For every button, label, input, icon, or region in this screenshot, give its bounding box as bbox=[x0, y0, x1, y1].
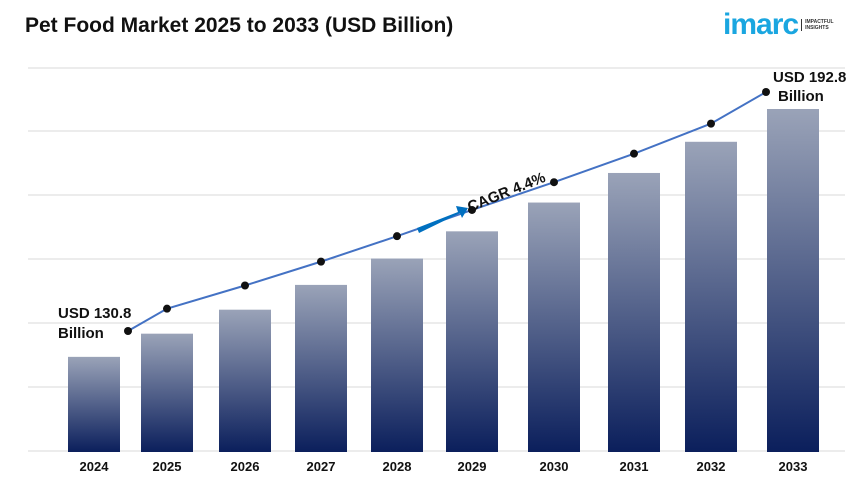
trend-point bbox=[124, 327, 132, 335]
x-tick-label: 2024 bbox=[80, 459, 110, 474]
bar-2026 bbox=[219, 309, 271, 452]
trend-point bbox=[550, 178, 558, 187]
bar-2028 bbox=[371, 258, 423, 452]
bar-2032 bbox=[685, 141, 737, 452]
trend-point bbox=[163, 304, 171, 313]
x-tick-label: 2029 bbox=[458, 459, 487, 474]
bar-2027 bbox=[295, 284, 347, 452]
end-annotation-line2: Billion bbox=[778, 88, 824, 105]
x-tick-label: 2030 bbox=[540, 459, 569, 474]
logo-word: imarc bbox=[723, 8, 799, 41]
x-tick-label: 2027 bbox=[307, 459, 336, 474]
imarc-logo: imarc IMPACTFUL INSIGHTS bbox=[723, 8, 841, 42]
bar-2025 bbox=[141, 333, 193, 452]
trend-point bbox=[393, 232, 401, 241]
trend-point bbox=[241, 281, 249, 290]
end-annotation-line1: USD 192.8 bbox=[773, 69, 846, 86]
logo-tagline: IMPACTFUL INSIGHTS bbox=[801, 19, 841, 31]
x-tick-label: 2031 bbox=[620, 459, 649, 474]
trend-point bbox=[630, 149, 638, 158]
x-tick-label: 2026 bbox=[231, 459, 260, 474]
trend-point bbox=[707, 119, 715, 128]
bar-2030 bbox=[528, 202, 580, 452]
bar-2031 bbox=[608, 172, 660, 452]
start-annotation-line2: Billion bbox=[58, 325, 104, 342]
x-tick-label: 2025 bbox=[153, 459, 182, 474]
bar-2029 bbox=[446, 231, 498, 452]
trend-point bbox=[468, 205, 476, 214]
trend-point bbox=[317, 257, 325, 266]
bar-2033 bbox=[767, 109, 819, 452]
start-annotation-line1: USD 130.8 bbox=[58, 305, 131, 322]
trend-point bbox=[762, 88, 770, 96]
x-tick-label: 2032 bbox=[697, 459, 726, 474]
chart-title: Pet Food Market 2025 to 2033 (USD Billio… bbox=[25, 14, 454, 37]
cagr-arrow-icon bbox=[417, 206, 468, 233]
x-tick-label: 2028 bbox=[383, 459, 412, 474]
logo-tagline-1: IMPACTFUL bbox=[805, 19, 834, 25]
x-tick-label: 2033 bbox=[779, 459, 808, 474]
logo-tagline-2: INSIGHTS bbox=[805, 25, 829, 31]
bar-2024 bbox=[68, 356, 120, 452]
